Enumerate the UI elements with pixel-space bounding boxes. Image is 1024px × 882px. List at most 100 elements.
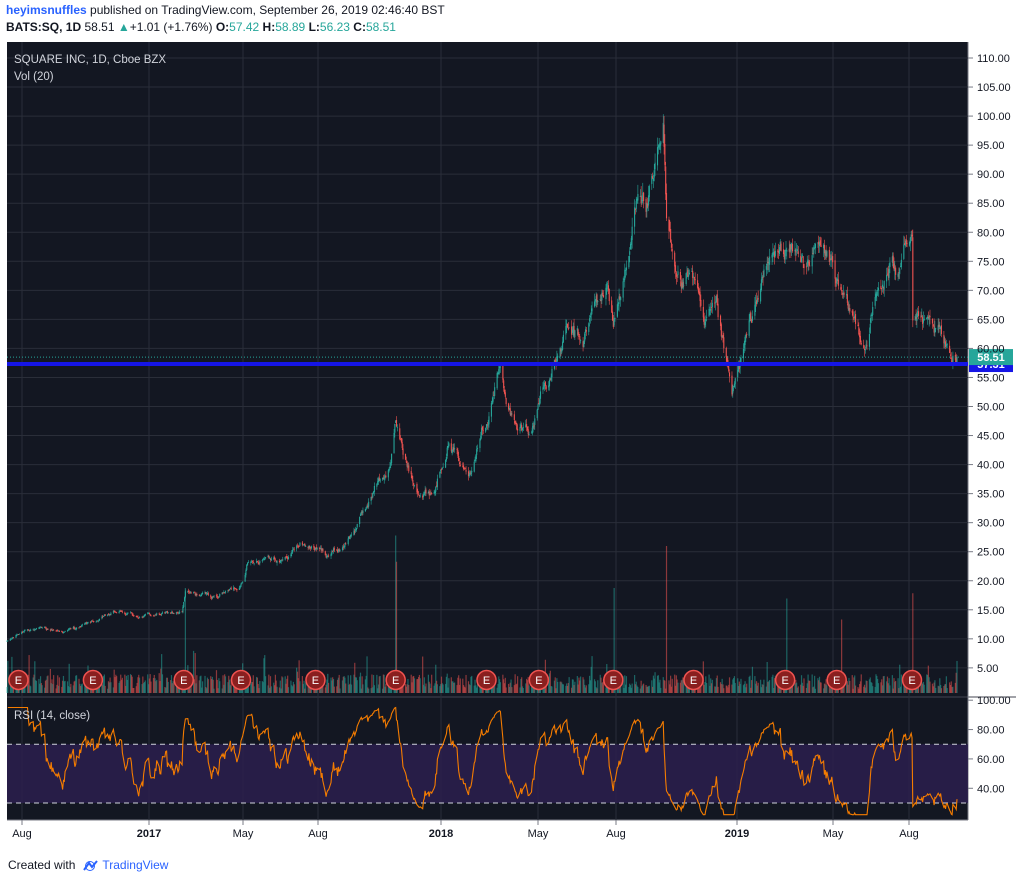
volume-bar xyxy=(738,681,740,693)
author-name[interactable]: heyimsnuffles xyxy=(6,3,87,17)
volume-bar xyxy=(912,593,914,693)
candle-body xyxy=(645,198,647,212)
volume-bar xyxy=(708,674,710,693)
candle-body xyxy=(703,316,705,325)
candle-body xyxy=(454,448,456,450)
volume-bar xyxy=(67,686,69,693)
candle-body xyxy=(854,314,857,324)
candle-body xyxy=(303,544,305,545)
volume-bar xyxy=(525,683,527,693)
volume-bar xyxy=(80,684,83,693)
candle-body xyxy=(418,494,420,496)
volume-bar xyxy=(264,676,267,693)
volume-bar xyxy=(176,684,178,693)
volume-bar xyxy=(129,674,132,693)
candle-body xyxy=(486,424,488,426)
price-tick-label: 40.00 xyxy=(977,460,1005,472)
candle-body xyxy=(463,468,465,470)
candle-body xyxy=(842,292,844,295)
volume-bar xyxy=(153,674,155,693)
volume-bar xyxy=(682,677,684,693)
volume-bar xyxy=(720,684,722,693)
candle-body xyxy=(723,337,725,349)
volume-bar xyxy=(343,676,345,693)
volume-bar xyxy=(715,686,717,693)
volume-bar xyxy=(165,687,167,693)
candle-body xyxy=(326,556,328,558)
volume-bar xyxy=(402,682,404,693)
volume-bar xyxy=(802,685,804,693)
candle-body xyxy=(766,263,768,266)
candle-body xyxy=(116,612,118,614)
candle-body xyxy=(282,559,284,561)
candle-body xyxy=(614,318,616,320)
rsi-series xyxy=(7,706,968,816)
volume-bar xyxy=(425,683,427,693)
volume-bar xyxy=(436,684,439,693)
candle-body xyxy=(26,629,29,631)
candle-body xyxy=(773,253,775,255)
volume-bar xyxy=(370,688,372,693)
price-tick-label: 110.00 xyxy=(977,53,1010,65)
volume-bar xyxy=(269,687,271,693)
candle-body xyxy=(479,439,481,448)
volume-bar xyxy=(116,676,118,693)
candle-body xyxy=(256,561,258,563)
volume-bar xyxy=(534,686,536,693)
candle-body xyxy=(152,615,155,617)
candle-body xyxy=(287,556,290,560)
candle-body xyxy=(28,630,30,632)
volume-bar xyxy=(366,656,368,693)
candle-body xyxy=(763,269,765,278)
open-value: 57.42 xyxy=(229,20,260,34)
candle-body xyxy=(665,193,668,219)
candle-body xyxy=(533,425,535,427)
candle-body xyxy=(160,614,162,616)
earnings-circle xyxy=(173,669,194,691)
volume-bar xyxy=(857,687,859,693)
volume-bar xyxy=(270,686,272,693)
candle-body xyxy=(949,345,951,353)
candle-body xyxy=(560,349,562,352)
volume-bar xyxy=(34,661,36,693)
volume-bar xyxy=(746,683,748,693)
candle-body xyxy=(464,468,466,470)
volume-bar xyxy=(568,677,570,693)
candle-body xyxy=(184,591,186,597)
volume-bar xyxy=(224,674,226,693)
volume-bar xyxy=(33,674,35,693)
rsi-tick-label: 40.00 xyxy=(977,783,1005,795)
candle-body xyxy=(44,627,47,629)
volume-bar xyxy=(453,682,455,693)
volume-bar xyxy=(875,674,877,693)
candle-body xyxy=(908,241,911,246)
volume-bar xyxy=(365,675,367,693)
volume-bar xyxy=(938,686,940,693)
volume-bar xyxy=(728,677,731,693)
volume-bar xyxy=(647,686,650,693)
volume-bar xyxy=(721,678,723,693)
candle-body xyxy=(235,588,237,590)
earnings-letter: E xyxy=(483,675,490,687)
candle-body xyxy=(740,357,742,363)
current-price-label: 58.51 xyxy=(977,352,1005,364)
candle-body xyxy=(679,272,681,280)
volume-bar xyxy=(262,682,264,693)
candle-body xyxy=(643,192,645,202)
candle-body xyxy=(35,628,37,630)
candle-body xyxy=(854,315,856,319)
candle-body xyxy=(934,327,936,334)
candle-body xyxy=(287,557,289,560)
volume-bar xyxy=(44,680,47,693)
candle-body xyxy=(339,550,341,552)
candle-body xyxy=(252,561,254,564)
volume-bar xyxy=(330,677,332,693)
candle-body xyxy=(498,369,500,374)
candle-body xyxy=(45,628,47,630)
volume-bar xyxy=(376,674,378,693)
candle-body xyxy=(531,427,533,434)
volume-bar xyxy=(355,677,357,693)
candle-body xyxy=(164,612,166,614)
tradingview-logo[interactable]: TradingView xyxy=(80,858,168,872)
